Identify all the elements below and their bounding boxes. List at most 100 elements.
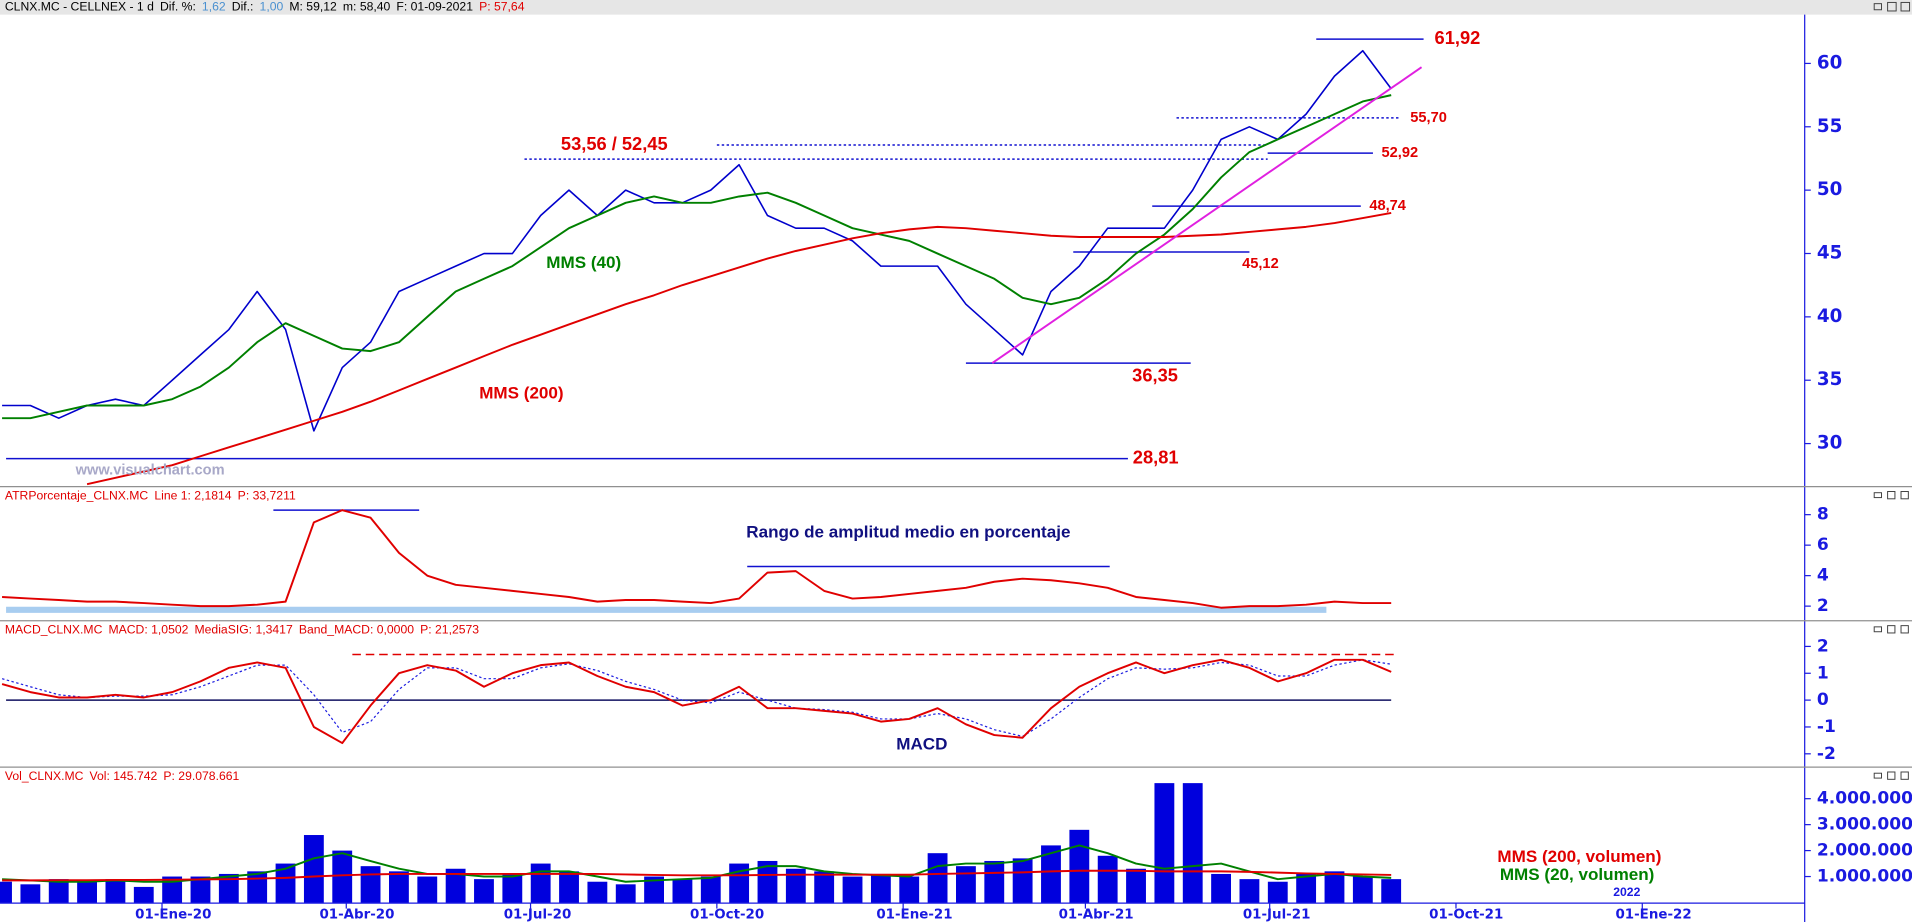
level-label: 48,74 [1369, 198, 1406, 214]
maximize-button[interactable] [1887, 625, 1896, 634]
panel-header: ATRPorcentaje_CLNX.MC Line 1: 2,1814 P: 33… [5, 489, 296, 503]
minimize-button[interactable] [1873, 772, 1883, 779]
x-tick-label: 01-Abr-20 [319, 908, 394, 922]
header-item: P: 33,7211 [238, 489, 296, 503]
volume-bar [927, 853, 948, 903]
volume-bar [48, 879, 69, 903]
panel-header: Vol_CLNX.MC Vol: 145.742 P: 29.078.661 [5, 769, 240, 783]
annotation: MMS (200, volumen) [1497, 847, 1661, 866]
header-bar [0, 0, 1912, 15]
header-item: m: 58,40 [343, 0, 391, 14]
close-button[interactable] [1900, 771, 1909, 780]
level-label: 28,81 [1133, 446, 1179, 467]
volume-bar [757, 860, 778, 903]
series-line [1, 659, 1392, 737]
volume-bar [77, 881, 97, 903]
header-item: MACD_CLNX.MC [5, 623, 103, 637]
volume-bar [1239, 879, 1260, 903]
maximize-button[interactable] [1887, 491, 1896, 500]
header-item: Dif. %: [160, 0, 196, 14]
volume-bar [984, 860, 1005, 903]
y-tick-label: 45 [1817, 242, 1842, 263]
annotation: MACD [896, 735, 947, 754]
y-tick-label: 4.000.000 [1817, 789, 1912, 809]
volume-bar [0, 881, 12, 903]
annotation: www.visualchart.com [75, 463, 225, 479]
volume-bar [332, 850, 353, 903]
annotation: MMS (40) [546, 253, 621, 272]
x-tick-label: 01-Ene-22 [1615, 908, 1691, 922]
series-line [2, 509, 1392, 609]
header-item: Dif.: [232, 0, 254, 14]
y-tick-label: 8 [1817, 505, 1829, 525]
maximize-button[interactable] [1887, 1, 1897, 12]
series-line [2, 869, 1392, 882]
volume-bar [417, 876, 438, 903]
volume-bar [1041, 845, 1061, 903]
header-item: Band_MACD: 0,0000 [299, 623, 414, 637]
volume-bar [530, 863, 551, 903]
volume-bar [587, 881, 608, 903]
minimize-button[interactable] [1873, 626, 1883, 633]
y-tick-label: 1 [1817, 663, 1829, 683]
level-label: 55,70 [1410, 110, 1447, 126]
header-item: F: 01-09-2021 [396, 0, 473, 14]
volume-bar [20, 884, 41, 903]
y-tick-label: 4 [1817, 566, 1829, 586]
y-tick-label: 2.000.000 [1817, 841, 1912, 861]
volume-bar [360, 866, 381, 903]
header-item: Line 1: 2,1814 [154, 489, 231, 503]
level-label: 52,92 [1381, 145, 1418, 161]
level-label: 61,92 [1435, 27, 1481, 48]
x-tick-label: 01-Ene-21 [876, 908, 952, 922]
volume-bar [218, 873, 239, 903]
panel-header: CLNX.MC - CELLNEX - 1 d Dif. %: 1,62 Dif.: 1… [5, 0, 525, 14]
annotation: MMS (20, volumen) [1500, 865, 1655, 884]
volume-bar [814, 871, 835, 903]
maximize-button[interactable] [1887, 771, 1896, 780]
y-tick-label: -2 [1817, 744, 1836, 764]
series-line [1, 658, 1392, 745]
level-label: 45,12 [1242, 256, 1279, 272]
volume-bar [1154, 783, 1175, 903]
volume-bar [1069, 829, 1090, 903]
volume-bar [615, 884, 636, 903]
y-tick-label: 2 [1817, 596, 1829, 616]
header-item: P: 57,64 [479, 0, 525, 14]
volume-bar [1324, 871, 1345, 903]
y-tick-label: 2 [1817, 636, 1829, 656]
x-tick-label: 01-Jul-20 [504, 908, 572, 922]
volume-bar [870, 873, 891, 903]
close-button[interactable] [1900, 625, 1909, 634]
header-item: Vol: 145.742 [90, 769, 158, 783]
annotation: Rango de amplitud medio en porcentaje [746, 522, 1070, 541]
y-tick-label: 50 [1817, 179, 1842, 200]
y-tick-label: 35 [1817, 369, 1842, 390]
volume-bar [842, 876, 863, 903]
header-item: M: 59,12 [289, 0, 337, 14]
y-tick-label: 0 [1817, 690, 1829, 710]
x-tick-label: 01-Abr-21 [1059, 908, 1134, 922]
level-label: 36,35 [1132, 364, 1178, 385]
volume-bar [1012, 858, 1033, 903]
volume-bar [389, 871, 409, 903]
volume-bar [502, 873, 523, 903]
y-tick-label: 40 [1817, 306, 1842, 327]
annotation: 53,56 / 52,45 [561, 133, 668, 154]
volume-bar [1126, 868, 1146, 903]
header-item: MediaSIG: 1,3417 [195, 623, 293, 637]
series-line [86, 211, 1392, 486]
minimize-button[interactable] [1873, 3, 1883, 11]
window-controls[interactable] [1873, 1, 1911, 780]
y-tick-label: 55 [1817, 116, 1842, 137]
panel-header: MACD_CLNX.MC MACD: 1,0502 MediaSIG: 1,3417… [5, 623, 479, 637]
minimize-button[interactable] [1873, 492, 1883, 499]
header-item: CLNX.MC - CELLNEX - 1 d [5, 0, 154, 14]
close-button[interactable] [1900, 1, 1911, 12]
volume-bar [559, 871, 579, 903]
volume-bar [956, 866, 976, 903]
x-tick-label: 01-Oct-20 [690, 908, 764, 922]
close-button[interactable] [1900, 491, 1909, 500]
